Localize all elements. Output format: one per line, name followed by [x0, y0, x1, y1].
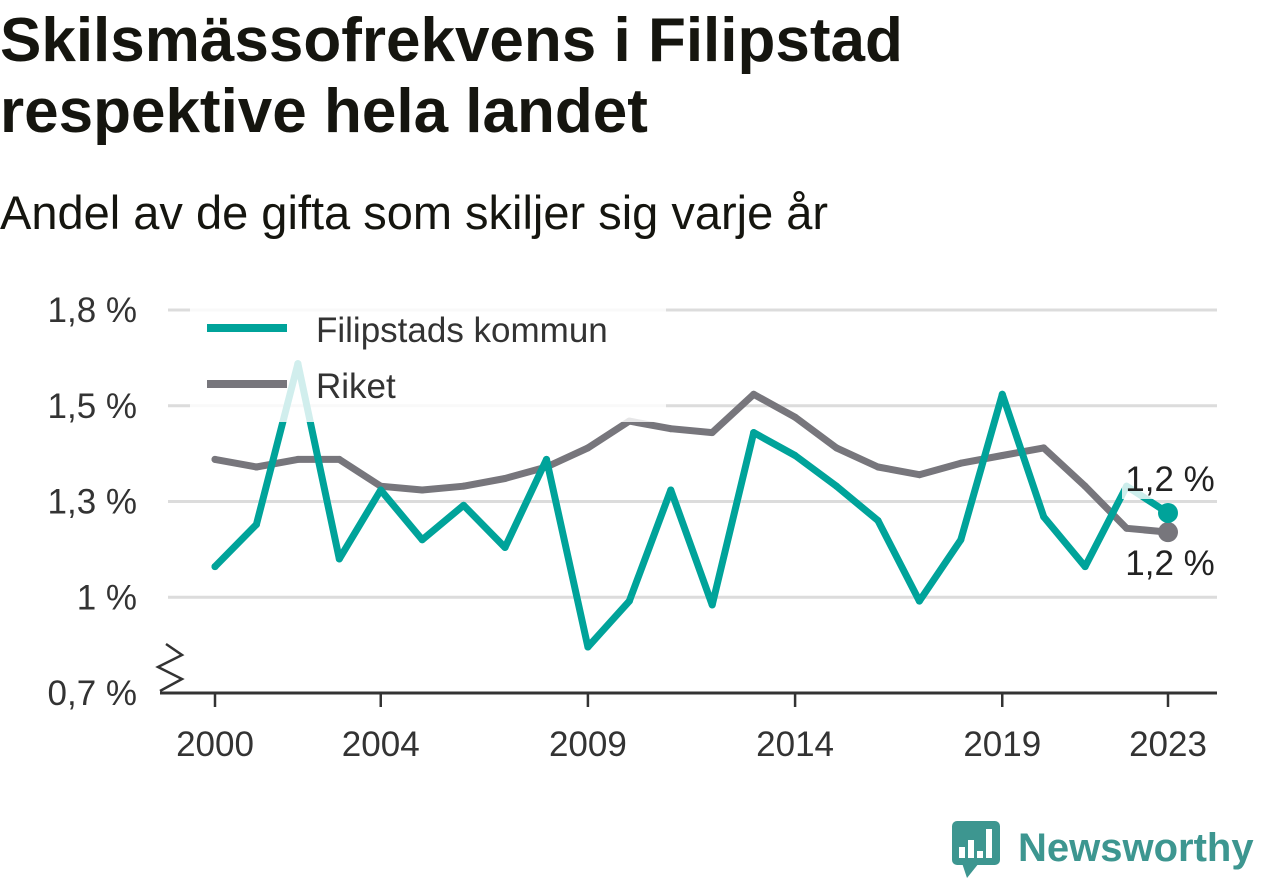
legend-background	[190, 296, 666, 422]
end-value-label-filipstads-kommun: 1,2 %	[1125, 460, 1215, 499]
logo-icon-pointer	[962, 863, 979, 878]
data-point	[335, 455, 343, 463]
data-point	[252, 463, 260, 471]
series-lines	[211, 360, 1178, 651]
brand-wordmark: Newsworthy	[1018, 826, 1254, 870]
chart-subtitle: Andel av de gifta som skiljer sig varje …	[0, 186, 829, 239]
data-point	[957, 536, 965, 544]
data-point	[1040, 444, 1048, 452]
data-point	[460, 482, 468, 490]
series-line-riket	[211, 390, 1172, 536]
data-point	[584, 643, 592, 651]
y-tick-label: 1,8 %	[48, 291, 138, 330]
logo-icon-bar	[959, 847, 965, 858]
data-point	[211, 455, 219, 463]
newsworthy-logo-icon	[952, 821, 1000, 878]
end-value-labels: 1,2 % 1,2 %	[1122, 460, 1218, 584]
x-tick-label: 2014	[756, 725, 834, 764]
data-point	[998, 452, 1006, 460]
x-tick-label: 2000	[176, 725, 254, 764]
data-point	[833, 482, 841, 490]
data-point	[294, 455, 302, 463]
data-point	[750, 390, 758, 398]
x-axis: 2000 2004 2009 2014 2019 2023	[155, 642, 1217, 764]
data-point	[252, 520, 260, 528]
data-point	[667, 425, 675, 433]
end-label-background	[1122, 546, 1218, 584]
data-point	[874, 463, 882, 471]
data-point	[584, 444, 592, 452]
data-point	[1081, 482, 1089, 490]
data-point	[1040, 513, 1048, 521]
newsworthy-logo: Newsworthy	[952, 821, 1254, 878]
data-point	[501, 543, 509, 551]
x-tick-label: 2019	[963, 725, 1041, 764]
x-tick-label: 2004	[342, 725, 420, 764]
data-point	[625, 597, 633, 605]
data-point	[667, 486, 675, 494]
y-tick-label: 0,7 %	[48, 674, 138, 713]
data-point	[708, 601, 716, 609]
data-point	[418, 536, 426, 544]
logo-icon-bar	[968, 840, 974, 858]
data-point	[335, 555, 343, 563]
legend-label-riket: Riket	[316, 367, 396, 406]
logo-icon-bar	[986, 829, 992, 858]
logo-icon-body	[952, 821, 1000, 865]
y-tick-label: 1,3 %	[48, 483, 138, 522]
data-point	[418, 486, 426, 494]
end-point-marker	[1158, 522, 1178, 543]
data-point	[833, 444, 841, 452]
chart-title: Skilsmässofrekvens i Filipstad respektiv…	[0, 6, 903, 146]
x-tick-label: 2023	[1129, 725, 1207, 764]
data-point	[750, 429, 758, 437]
data-point	[1081, 563, 1089, 571]
y-axis-tick-labels: 0,7 % 1 % 1,3 % 1,5 % 1,8 %	[48, 291, 138, 713]
data-point	[1123, 524, 1131, 532]
data-point	[708, 429, 716, 437]
data-point	[791, 452, 799, 460]
y-tick-label: 1,5 %	[48, 387, 138, 426]
legend-label-filipstads-kommun: Filipstads kommun	[316, 311, 608, 350]
data-point	[791, 413, 799, 421]
data-point	[957, 459, 965, 467]
data-point	[874, 517, 882, 525]
end-label-background	[1122, 461, 1218, 499]
series-filipstads-kommun	[211, 360, 1178, 651]
data-point	[377, 486, 385, 494]
data-point	[501, 475, 509, 483]
data-point	[211, 563, 219, 571]
y-axis-break-mark	[155, 642, 185, 693]
end-point-marker	[1158, 502, 1178, 523]
logo-icon-bar	[977, 851, 983, 858]
data-point	[460, 501, 468, 509]
x-tick-label: 2009	[549, 725, 627, 764]
data-point	[998, 390, 1006, 398]
end-value-label-riket: 1,2 %	[1125, 544, 1215, 583]
series-line-filipstads-kommun	[211, 360, 1172, 651]
data-point	[542, 455, 550, 463]
legend: Filipstads kommun Riket	[190, 296, 666, 422]
data-point	[915, 471, 923, 479]
y-tick-label: 1 %	[77, 578, 137, 617]
data-point	[915, 597, 923, 605]
